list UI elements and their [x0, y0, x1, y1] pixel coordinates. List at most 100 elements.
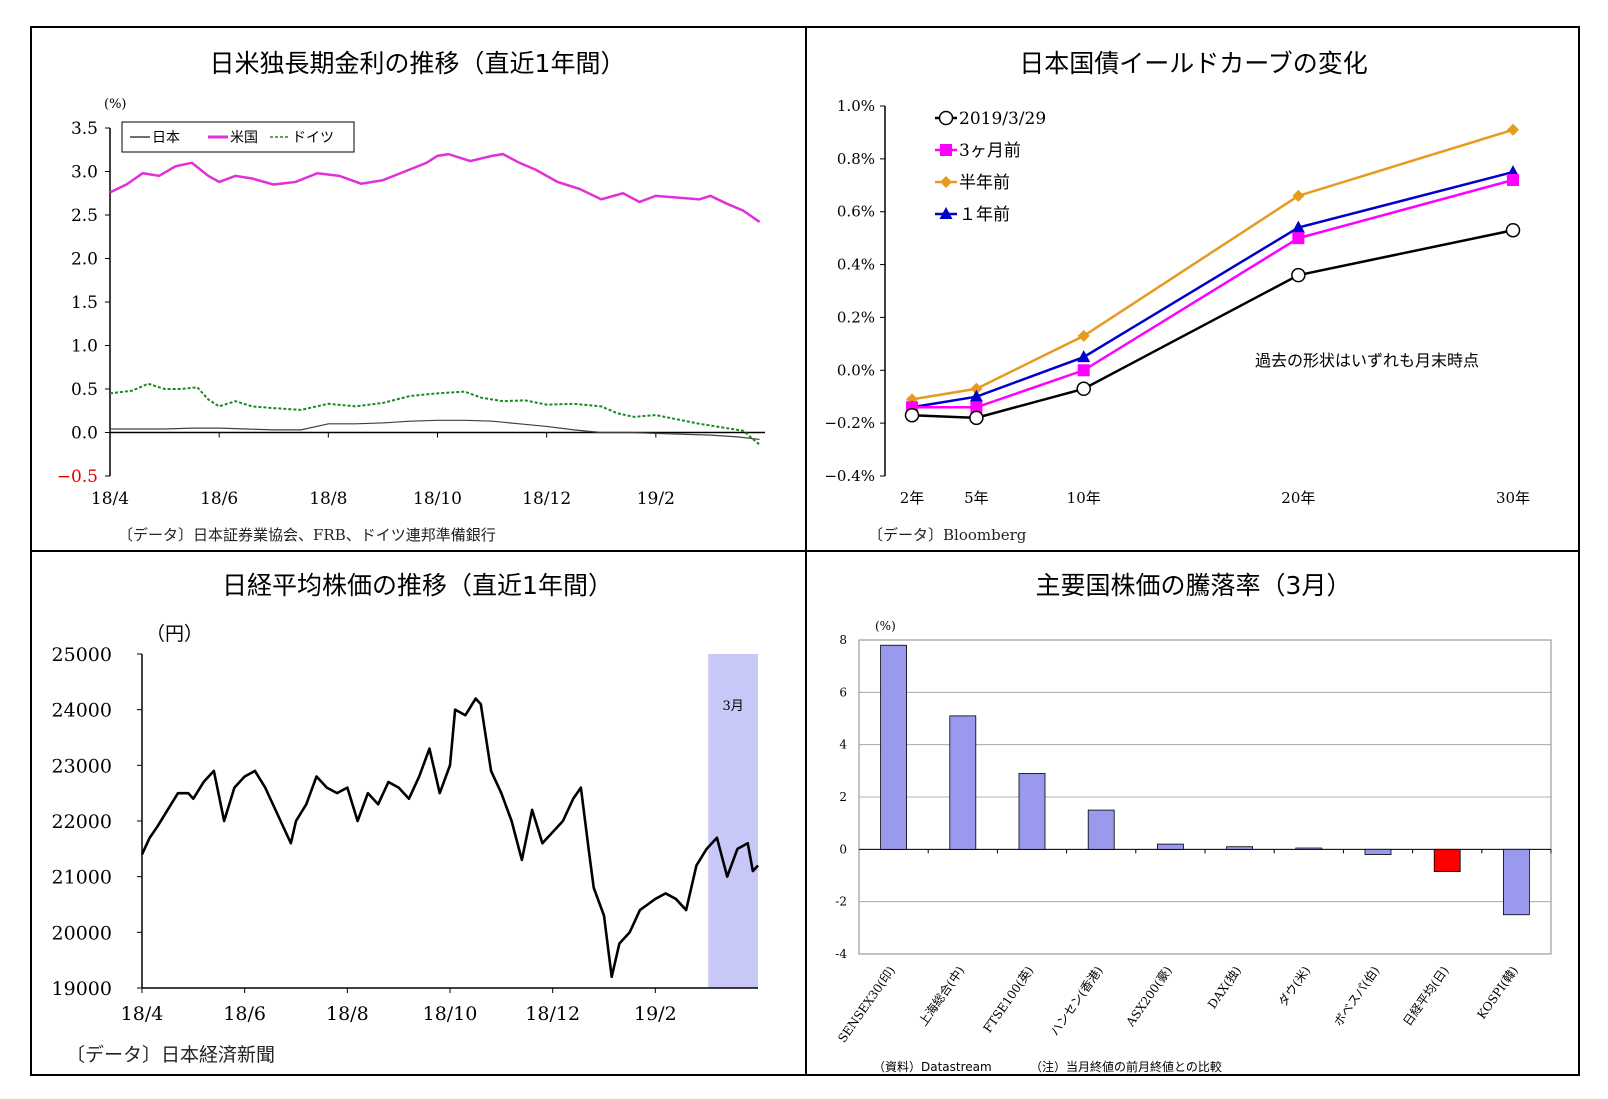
- x-tick-label: 19/2: [637, 489, 675, 509]
- x-tick-label: 上海総合(中): [915, 963, 967, 1028]
- y-tick-label: 2.0: [71, 250, 98, 270]
- y-tick-label: 0.5: [71, 380, 98, 400]
- y-tick-label: 22000: [52, 811, 112, 833]
- point-3-2: [1077, 350, 1091, 363]
- y-tick-label: 3.5: [71, 119, 98, 139]
- x-tick-label: 日経平均(日): [1400, 964, 1451, 1029]
- series-line-0: [911, 228, 1514, 420]
- x-tick-label: 2年: [900, 489, 925, 507]
- y-tick-label: 4: [839, 738, 847, 752]
- bar-2: [1018, 773, 1046, 850]
- legend: 日本 米国 ドイツ: [121, 121, 355, 153]
- bar-1: [949, 715, 977, 850]
- y-tick-label: 6: [839, 685, 847, 699]
- y-tick-label: 19000: [52, 978, 112, 1000]
- bar-6: [1295, 847, 1323, 850]
- y-tick-label: −0.2%: [824, 414, 875, 432]
- x-tick-label: 18/6: [223, 1003, 266, 1025]
- x-tick-label: SENSEX30(印): [835, 964, 898, 1045]
- point-0-2: [1076, 381, 1091, 397]
- panel1-title: 日米独長期金利の推移（直近1年間）: [209, 49, 626, 78]
- point-3-1: [969, 389, 983, 402]
- x-tick-label: 18/4: [121, 1003, 164, 1025]
- bar-3: [1087, 809, 1115, 850]
- bar-9: [1503, 848, 1530, 916]
- x-tick-label: ASX200(豪): [1122, 963, 1175, 1030]
- y-tick-label: 0.2%: [837, 308, 875, 326]
- y-tick-label: 2.5: [71, 206, 98, 226]
- yield-curve-chart: 1.0% 0.8% 0.6% 0.4% 0.2% 0.0% −0.2% −0.4% 2年 5年 10…: [824, 97, 1530, 507]
- series-0: [904, 222, 1521, 426]
- x-tick-label: 18/12: [522, 489, 571, 509]
- legend-label-1: 3ヶ月前: [959, 141, 1021, 161]
- annotation: 過去の形状はいずれも月末時点: [1255, 351, 1479, 370]
- y-tick-label: 8: [839, 633, 847, 647]
- point-1-1: [970, 401, 983, 414]
- y-tick-label: 0.0: [71, 424, 98, 444]
- x-tick-label: 18/12: [525, 1003, 580, 1025]
- nikkei-line: [140, 697, 759, 979]
- point-2-3: [1292, 189, 1305, 202]
- y-tick-label: −0.5: [57, 467, 98, 487]
- legend-marker-0: [938, 110, 954, 126]
- y-tick-label: 2: [839, 790, 847, 804]
- y-unit: (%): [104, 97, 127, 112]
- x-tick-label: 18/8: [309, 489, 347, 509]
- x-tick-label: KOSPI(韓): [1474, 964, 1520, 1022]
- panel3-source: 〔データ〕日本経済新聞: [66, 1044, 276, 1066]
- y-tick-label: 1.0: [71, 337, 98, 357]
- point-1-3: [1292, 232, 1305, 245]
- panel2-title: 日本国債イールドカーブの変化: [1019, 49, 1368, 78]
- point-0-3: [1291, 267, 1306, 283]
- y-tick-label: 21000: [52, 867, 112, 889]
- x-tick-label: 19/2: [634, 1003, 677, 1025]
- series-line-1: [109, 152, 761, 223]
- y-tick-label: 0.0%: [837, 361, 875, 379]
- point-2-4: [1507, 123, 1519, 136]
- panel4-title: 主要国株価の騰落率（3月）: [1035, 571, 1352, 600]
- legend-marker-3: [939, 207, 953, 219]
- legend-label-0: 2019/3/29: [959, 109, 1046, 129]
- x-tick-label: 18/10: [413, 489, 462, 509]
- bar-8: [1433, 848, 1461, 872]
- y-tick-label: 0: [839, 842, 847, 856]
- y-tick-label: 1.0%: [837, 97, 875, 115]
- legend-marker-2: [940, 176, 952, 188]
- y-tick-label: 0.6%: [837, 203, 875, 221]
- highlight-label: 3月: [722, 699, 743, 714]
- x-tick-label: FTSE100(英): [980, 964, 1036, 1036]
- panel3-title: 日経平均株価の推移（直近1年間）: [222, 571, 613, 600]
- legend-label-2: 半年前: [959, 173, 1010, 193]
- panel1-source: 〔データ〕日本証券業協会、FRB、ドイツ連邦準備銀行: [118, 526, 496, 544]
- legend-label-1: 米国: [230, 130, 258, 146]
- point-0-4: [1505, 222, 1521, 238]
- point-3-3: [1291, 220, 1305, 233]
- x-tick-label: 30年: [1496, 489, 1530, 507]
- x-tick-label: 18/10: [423, 1003, 478, 1025]
- y-tick-label: 24000: [52, 700, 112, 722]
- series-line-2: [109, 382, 761, 446]
- x-tick-label: 18/6: [200, 489, 238, 509]
- point-2-1: [970, 382, 983, 395]
- x-tick-label: 10年: [1067, 489, 1101, 507]
- y-tick-label: 1.5: [71, 293, 98, 313]
- series-line-0: [110, 419, 760, 441]
- series-2: [906, 123, 1519, 406]
- y-tick-label: 0.8%: [837, 150, 875, 168]
- y-unit: (%): [875, 619, 896, 633]
- legend-marker-1: [940, 144, 952, 156]
- x-tick-label: 5年: [964, 489, 989, 507]
- point-0-0: [904, 407, 920, 423]
- y-tick-label: −0.4%: [824, 467, 875, 485]
- highlight-band: [708, 654, 758, 988]
- legend-box: [121, 121, 355, 153]
- y-tick-label: 23000: [52, 755, 112, 777]
- y-tick-label: 0.4%: [837, 256, 875, 274]
- x-tick-label: ダウ(米): [1275, 963, 1313, 1009]
- y-tick-label: 25000: [52, 644, 112, 666]
- point-1-4: [1507, 174, 1519, 186]
- legend-label-2: ドイツ: [292, 130, 334, 146]
- legend-label-3: １年前: [959, 205, 1010, 225]
- point-2-2: [1077, 329, 1090, 342]
